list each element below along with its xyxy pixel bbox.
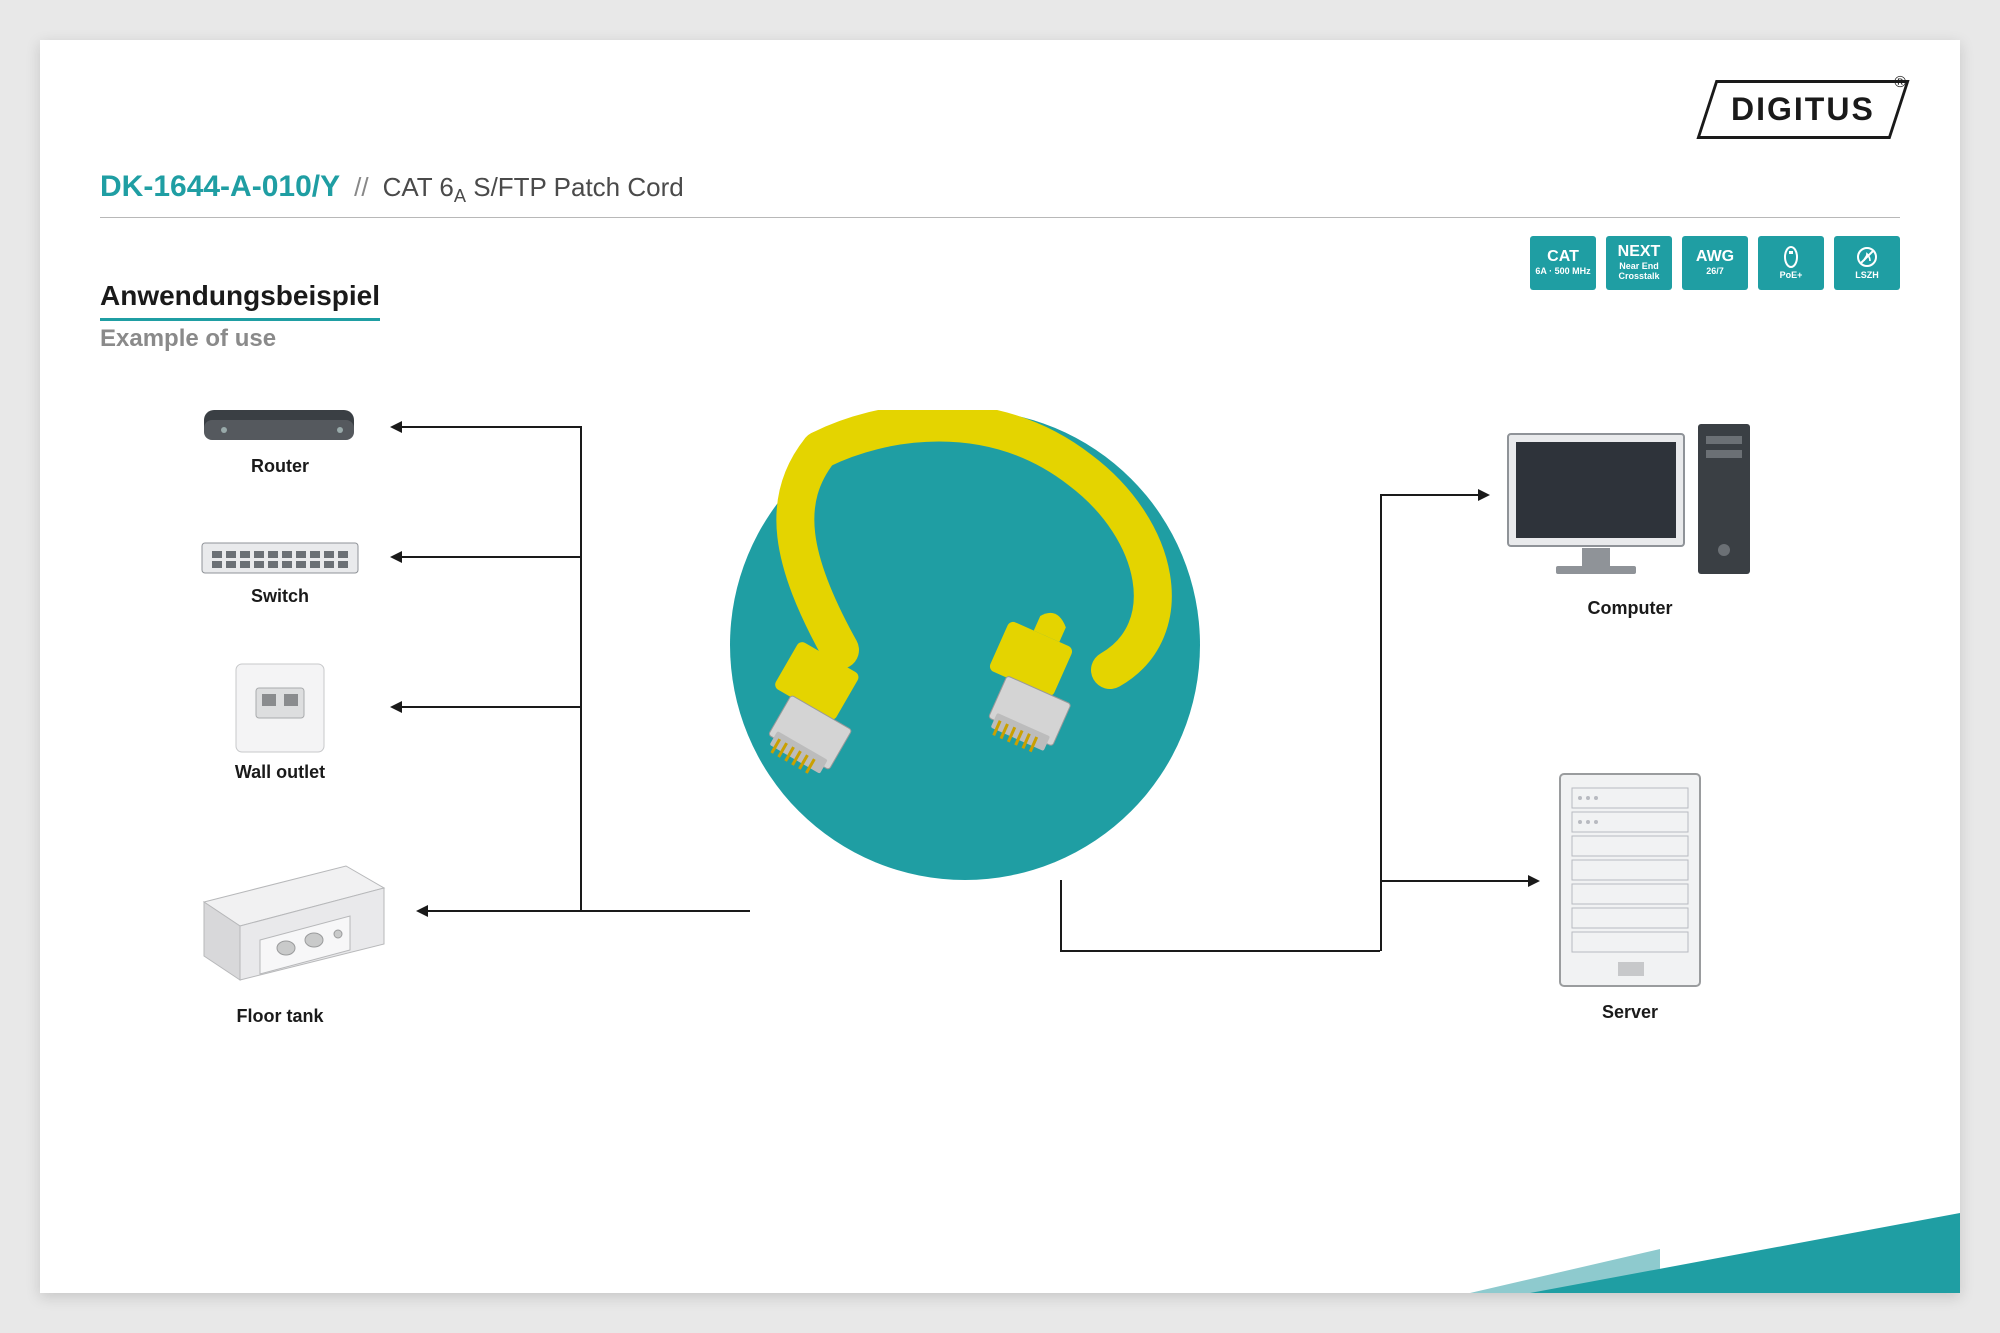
conn-line [400, 556, 580, 558]
wall-outlet-label: Wall outlet [200, 762, 360, 783]
product-name: CAT 6A S/FTP Patch Cord [383, 172, 684, 207]
conn-line [580, 426, 582, 910]
subtitle-de: Anwendungsbeispiel [100, 280, 380, 321]
spec-badges: CAT 6A · 500 MHz NEXT Near End Crosstalk… [1530, 236, 1900, 290]
sku-code: DK-1644-A-010/Y [100, 170, 340, 204]
badge-next: NEXT Near End Crosstalk [1606, 236, 1672, 290]
badge-lszh: LSZH [1834, 236, 1900, 290]
patch-cord-icon [730, 410, 1200, 880]
badge-poe: PoE+ [1758, 236, 1824, 290]
badge-cat6a: CAT 6A · 500 MHz [1530, 236, 1596, 290]
conn-line [1060, 950, 1380, 952]
arrowhead-icon [1478, 489, 1490, 501]
floor-tank-icon [180, 830, 390, 1000]
switch-label: Switch [200, 586, 360, 607]
poe-icon [1779, 245, 1803, 269]
conn-line [1380, 494, 1382, 951]
title-separator: // [354, 172, 368, 203]
switch-icon [200, 535, 360, 581]
conn-line [426, 910, 580, 912]
conn-line [580, 910, 750, 912]
arrowhead-icon [390, 421, 402, 433]
conn-line [1380, 494, 1480, 496]
registered-icon: ® [1894, 74, 1906, 92]
lszh-icon [1855, 245, 1879, 269]
conn-line [1380, 880, 1530, 882]
corner-accent [1530, 1213, 1960, 1293]
use-case-diagram: Router Switch Wall outlet [100, 370, 1900, 1233]
brand-name: DIGITUS [1731, 91, 1875, 128]
section-subtitle: Anwendungsbeispiel Example of use [100, 280, 380, 353]
title-row: DK-1644-A-010/Y // CAT 6A S/FTP Patch Co… [100, 170, 1900, 218]
conn-line [1060, 880, 1062, 950]
brand-logo: DIGITUS ® [1706, 80, 1900, 139]
router-label: Router [200, 456, 360, 477]
server-icon [1550, 766, 1710, 996]
arrowhead-icon [390, 701, 402, 713]
product-sheet: DIGITUS ® DK-1644-A-010/Y // CAT 6A S/FT… [40, 40, 1960, 1293]
computer-label: Computer [1500, 598, 1760, 619]
router-icon [200, 400, 360, 450]
conn-line [400, 706, 580, 708]
badge-awg: AWG 26/7 [1682, 236, 1748, 290]
arrowhead-icon [416, 905, 428, 917]
arrowhead-icon [1528, 875, 1540, 887]
conn-line [400, 426, 580, 428]
arrowhead-icon [390, 551, 402, 563]
floor-tank-label: Floor tank [200, 1006, 360, 1027]
subtitle-en: Example of use [100, 325, 380, 353]
wall-outlet-icon [230, 658, 330, 758]
computer-icon [1500, 410, 1760, 590]
server-label: Server [1550, 1002, 1710, 1023]
